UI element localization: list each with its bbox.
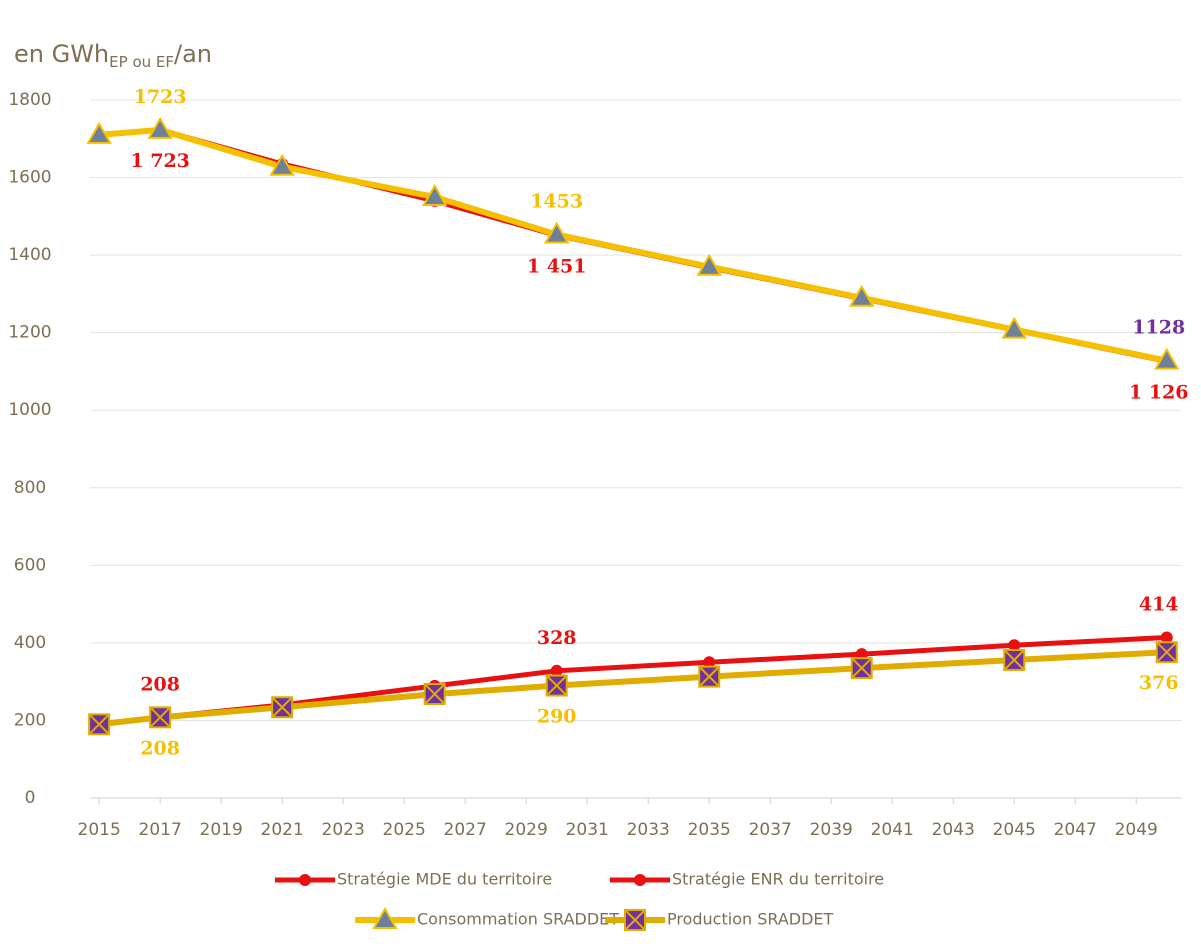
data-label: 208 bbox=[140, 737, 180, 759]
x-tick-label: 2021 bbox=[261, 820, 304, 840]
marker bbox=[696, 253, 722, 276]
y-axis-title: en GWhEP ou EF/an bbox=[14, 40, 212, 71]
y-tick-label: 1800 bbox=[8, 90, 51, 110]
x-tick-label: 2017 bbox=[139, 820, 182, 840]
marker-x bbox=[545, 674, 568, 697]
marker-x bbox=[423, 683, 446, 705]
y-label-sub: EP ou EF bbox=[109, 53, 174, 71]
marker-x bbox=[1156, 641, 1178, 663]
y-tick-label: 600 bbox=[14, 555, 46, 575]
y-tick-label: 1000 bbox=[8, 400, 51, 420]
y-label-suffix: /an bbox=[174, 40, 212, 68]
marker bbox=[848, 284, 875, 307]
x-tick-label: 2039 bbox=[810, 820, 853, 840]
marker bbox=[550, 664, 563, 677]
x-tick-label: 2031 bbox=[566, 820, 609, 840]
marker-x bbox=[698, 665, 720, 688]
data-label: 290 bbox=[537, 706, 577, 728]
marker-x bbox=[149, 706, 171, 729]
marker-x bbox=[88, 713, 110, 736]
data-label: 1 126 bbox=[1129, 381, 1189, 403]
data-label: 1 451 bbox=[527, 255, 587, 277]
series-line bbox=[98, 126, 1168, 364]
data-label: 1723 bbox=[134, 86, 187, 108]
x-tick-label: 2041 bbox=[871, 820, 914, 840]
marker bbox=[269, 153, 295, 176]
marker bbox=[1001, 316, 1027, 339]
marker bbox=[421, 183, 448, 206]
data-label: 1453 bbox=[530, 191, 583, 213]
marker bbox=[1008, 639, 1021, 652]
data-label: 376 bbox=[1139, 672, 1179, 694]
x-tick-label: 2043 bbox=[932, 820, 975, 840]
x-tick-label: 2035 bbox=[688, 820, 731, 840]
legend-label: Production SRADDET bbox=[667, 910, 834, 929]
x-tick-label: 2025 bbox=[383, 820, 426, 840]
x-tick-label: 2045 bbox=[993, 820, 1036, 840]
legend-label: Stratégie MDE du territoire bbox=[337, 870, 552, 889]
data-label: 328 bbox=[537, 627, 577, 649]
x-tick-label: 2023 bbox=[322, 820, 365, 840]
x-tick-label: 2027 bbox=[444, 820, 487, 840]
legend-marker bbox=[634, 874, 646, 886]
x-tick-label: 2015 bbox=[78, 820, 121, 840]
y-tick-label: 0 bbox=[25, 788, 36, 808]
legend-label: Stratégie ENR du territoire bbox=[672, 870, 884, 889]
marker bbox=[86, 121, 112, 144]
y-tick-label: 800 bbox=[14, 478, 46, 498]
data-label: 414 bbox=[1139, 593, 1179, 615]
y-tick-label: 400 bbox=[14, 633, 46, 653]
x-tick-label: 2033 bbox=[627, 820, 670, 840]
y-label: en GWh bbox=[14, 40, 109, 68]
y-tick-label: 1600 bbox=[8, 168, 51, 188]
marker bbox=[147, 116, 173, 139]
y-tick-label: 1400 bbox=[8, 245, 51, 265]
y-tick-label: 1200 bbox=[8, 323, 51, 343]
x-tick-label: 2047 bbox=[1054, 820, 1097, 840]
data-label: 208 bbox=[140, 673, 180, 695]
marker-x bbox=[1003, 649, 1025, 671]
marker bbox=[543, 221, 570, 244]
x-tick-label: 2019 bbox=[200, 820, 243, 840]
data-label: 1128 bbox=[1132, 317, 1185, 339]
marker bbox=[1154, 347, 1180, 370]
legend-marker bbox=[372, 907, 398, 929]
legend-marker bbox=[299, 874, 311, 886]
legend-marker-x bbox=[624, 909, 646, 931]
marker-x bbox=[851, 657, 873, 679]
x-tick-label: 2029 bbox=[505, 820, 548, 840]
x-tick-label: 2037 bbox=[749, 820, 792, 840]
marker bbox=[703, 656, 716, 669]
y-tick-label: 200 bbox=[14, 710, 46, 730]
marker-x bbox=[271, 696, 293, 718]
x-tick-label: 2049 bbox=[1115, 820, 1158, 840]
data-label: 1 723 bbox=[130, 150, 190, 172]
legend-label: Consommation SRADDET bbox=[417, 910, 619, 929]
marker bbox=[1160, 631, 1173, 644]
